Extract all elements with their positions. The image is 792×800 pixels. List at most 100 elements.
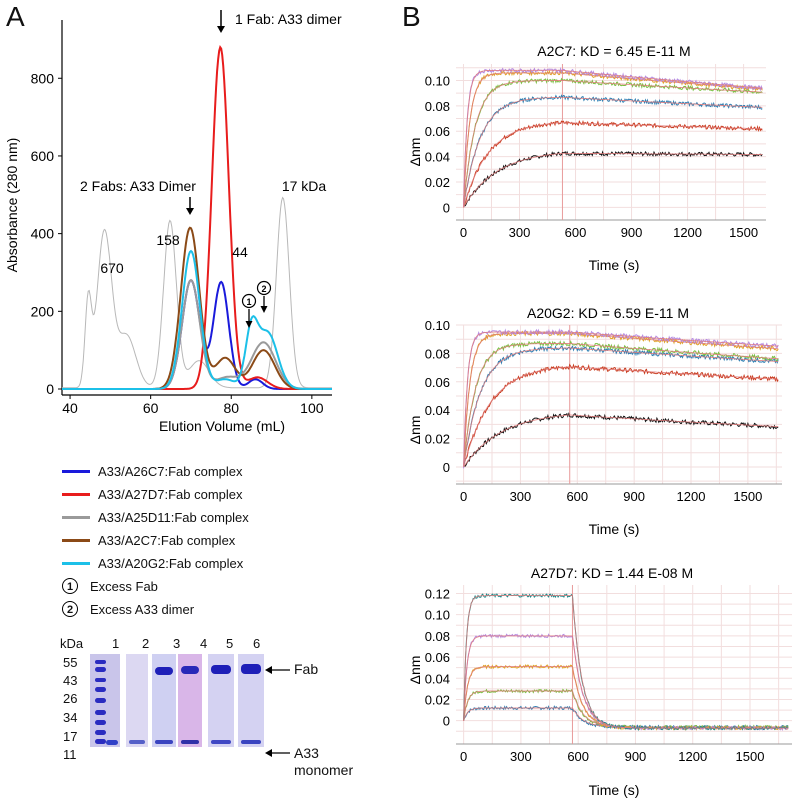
gel-mw-marker: 11 xyxy=(63,747,77,762)
x-tick-label: 300 xyxy=(510,749,532,764)
y-tick-label: 0.12 xyxy=(425,586,450,601)
annotation-44: 44 xyxy=(232,244,248,260)
legend-label: A33/A2C7:Fab complex xyxy=(98,532,236,548)
trace-4 xyxy=(463,593,789,732)
plot-area xyxy=(456,64,766,220)
x-tick-label: 0 xyxy=(460,489,467,504)
series-standards xyxy=(62,196,332,389)
legend-item: A33/A26C7:Fab complex xyxy=(62,461,243,481)
bli-x-axis-label: Time (s) xyxy=(589,521,640,537)
fit-0 xyxy=(463,152,763,208)
y-tick-label: 200 xyxy=(31,303,55,319)
gel-lane-number: 5 xyxy=(226,636,234,651)
fit-4 xyxy=(463,595,789,729)
trace-0 xyxy=(463,412,779,468)
gel-lane-number: 2 xyxy=(142,636,150,651)
panel-label-b: B xyxy=(402,1,421,32)
gel-kda-label: kDa xyxy=(60,636,84,651)
x-tick-label: 0 xyxy=(460,225,467,240)
annotation-one-fab: 1 Fab: A33 dimer xyxy=(235,11,342,27)
annotation-17kda: 17 kDa xyxy=(282,178,327,194)
arrow-left-icon xyxy=(265,666,290,674)
bli-y-axis-label: Δnm xyxy=(407,656,423,685)
x-tick-label: 1500 xyxy=(733,489,762,504)
x-tick-label: 60 xyxy=(143,400,159,416)
x-tick-label: 0 xyxy=(460,749,467,764)
legend-swatch xyxy=(62,561,90,565)
bli-x-axis-label: Time (s) xyxy=(589,257,640,273)
legend-item: A33/A20G2:Fab complex xyxy=(62,553,243,573)
gel-ladder-lane xyxy=(90,654,120,747)
y-tick-label: 0 xyxy=(443,200,450,215)
y-tick-label: 600 xyxy=(31,148,55,164)
legend-swatch xyxy=(62,515,90,519)
bli-title: A2C7: KD = 6.45 E-11 M xyxy=(537,43,690,59)
fit-5 xyxy=(463,69,763,208)
bli-panel-a2c7: A2C7: KD = 6.45 E-11 M 0 0.02 0.04 0.06 0.08… xyxy=(407,43,766,273)
x-tick-label: 300 xyxy=(509,225,531,240)
fit-0 xyxy=(463,414,779,468)
plot-area xyxy=(456,585,792,744)
y-tick-label: 0.06 xyxy=(425,124,450,139)
gel-mw-marker: 43 xyxy=(63,673,78,688)
bli-x-axis-label: Time (s) xyxy=(589,782,640,798)
arrow-two-fabs xyxy=(186,197,194,215)
fit-3 xyxy=(463,80,763,208)
bli-panel-a20g2: A20G2: KD = 6.59 E-11 M 0 0.02 0.04 0.06 0.0… xyxy=(407,305,782,537)
y-tick-label: 0.08 xyxy=(425,629,450,644)
marker-excess-fab: 1 xyxy=(241,293,257,328)
gel-mw-marker: 55 xyxy=(63,655,78,670)
legend-label: Excess A33 dimer xyxy=(90,601,195,617)
gel-arrows xyxy=(265,666,290,757)
fit-2 xyxy=(463,96,763,208)
x-tick-label: 900 xyxy=(625,749,647,764)
y-tick-label: 0.08 xyxy=(425,346,450,361)
sec-y-axis-label: Absorbance (280 nm) xyxy=(4,138,20,273)
y-tick-label: 0.02 xyxy=(425,692,450,707)
marker-2-text: 2 xyxy=(261,284,266,294)
legend-label: A33/A26C7:Fab complex xyxy=(98,463,243,479)
y-tick-label: 800 xyxy=(31,70,55,86)
y-tick-label: 0.04 xyxy=(425,671,450,686)
y-tick-label: 0.04 xyxy=(425,150,450,165)
x-tick-label: 1500 xyxy=(729,225,758,240)
x-tick-label: 600 xyxy=(567,749,589,764)
bli-title: A27D7: KD = 1.44 E-08 M xyxy=(531,565,693,581)
y-tick-label: 0.10 xyxy=(425,318,450,333)
x-tick-label: 600 xyxy=(565,225,587,240)
gel-lane xyxy=(126,654,148,747)
fit-2 xyxy=(463,347,779,468)
gel-monomer-label: A33 monomer xyxy=(294,745,354,778)
x-tick-label: 1500 xyxy=(736,749,765,764)
x-tick-label: 1200 xyxy=(673,225,702,240)
x-tick-label: 80 xyxy=(223,400,239,416)
y-tick-label: 0.08 xyxy=(425,99,450,114)
annotation-158: 158 xyxy=(156,232,180,248)
marker-excess-dimer: 2 xyxy=(256,280,272,313)
legend-label: A33/A20G2:Fab complex xyxy=(98,555,244,571)
gel-lane-number: 1 xyxy=(112,636,120,651)
sec-x-axis-label: Elution Volume (mL) xyxy=(159,418,285,434)
fit-3 xyxy=(463,343,779,468)
panel-label-a: A xyxy=(6,1,25,32)
y-tick-label: 0 xyxy=(443,460,450,475)
gel-lane-number: 4 xyxy=(200,636,208,651)
trace-3 xyxy=(463,77,763,207)
legend-item: A33/A2C7:Fab complex xyxy=(62,530,235,550)
series-line-2 xyxy=(62,278,332,390)
annotation-670: 670 xyxy=(100,260,124,276)
legend-item: 1 Excess Fab xyxy=(62,576,158,596)
legend-item: A33/A27D7:Fab complex xyxy=(62,484,243,504)
gel-mw-marker: 26 xyxy=(63,691,78,706)
gel-lane xyxy=(238,654,264,747)
x-tick-label: 1200 xyxy=(678,749,707,764)
legend-swatch xyxy=(62,492,90,496)
series-line-1 xyxy=(62,45,332,390)
x-tick-label: 600 xyxy=(566,489,588,504)
bli-title: A20G2: KD = 6.59 E-11 M xyxy=(527,305,689,321)
trace-5 xyxy=(463,66,763,207)
fit-5 xyxy=(463,331,779,468)
gel-lane xyxy=(208,654,234,747)
gel-fab-label: Fab xyxy=(294,661,319,677)
gel-lane xyxy=(178,654,202,747)
